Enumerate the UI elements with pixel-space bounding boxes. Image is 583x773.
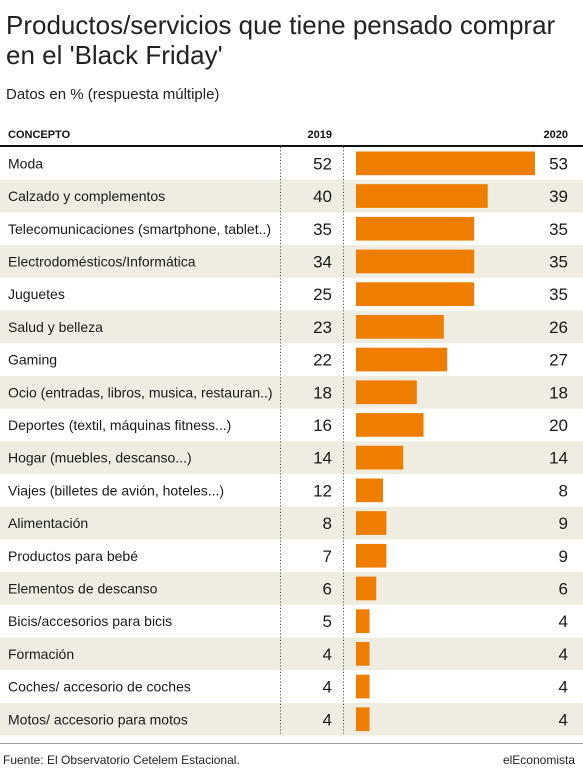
chart-subtitle: Datos en % (respuesta múltiple) [6,86,220,103]
value-2019: 7 [323,547,332,566]
value-2020: 53 [549,154,568,173]
header-rule [0,145,583,147]
value-2020: 9 [559,547,568,566]
value-2020: 35 [549,285,568,304]
value-2020: 14 [549,449,568,468]
category-label: Deportes (textil, máquinas fitness...) [8,417,231,433]
row-stripe [0,702,583,736]
value-2020: 35 [549,252,568,271]
value-2019: 4 [323,710,332,729]
bar-2020 [356,151,535,176]
category-label: Coches/ accesorio de coches [8,679,191,695]
row-stripe [0,375,583,409]
category-label: Elementos de descanso [8,580,158,596]
value-2019: 4 [323,678,332,697]
value-2019: 34 [313,252,332,271]
category-label: Formación [8,646,74,662]
value-2020: 26 [549,318,568,337]
header-2020: 2020 [543,129,568,141]
category-label: Calzado y complementos [8,188,165,204]
value-2020: 8 [559,481,568,500]
value-2020: 4 [559,645,568,664]
category-label: Moda [8,155,43,171]
value-2019: 22 [313,351,332,370]
row-stripe [0,506,583,540]
chart-title: Productos/servicios que tiene pensado co… [6,10,556,70]
value-2019: 12 [313,481,332,500]
bar-2020 [356,347,448,372]
bar-2020 [356,282,475,306]
value-2019: 5 [323,612,332,631]
bar-2020 [356,707,370,732]
bar-2020 [356,216,475,241]
value-2020: 35 [549,220,568,239]
category-label: Ocio (entradas, libros, musica, restaura… [8,384,273,400]
bar-2020 [356,478,384,503]
value-2020: 27 [549,351,568,370]
header-2019: 2019 [307,129,332,141]
bar-2020 [356,413,424,437]
value-2020: 18 [549,383,568,402]
value-2019: 52 [313,154,332,173]
row-stripe [0,441,583,474]
value-2019: 18 [313,383,332,402]
category-label: Juguetes [8,286,65,302]
value-2019: 6 [323,579,332,598]
category-label: Salud y belleza [8,319,103,335]
category-label: Productos para bebé [8,548,138,564]
value-2020: 9 [559,514,568,533]
value-2019: 16 [313,416,332,435]
bar-2020 [356,642,370,666]
value-2019: 25 [313,285,332,304]
bar-2020 [356,249,475,274]
category-label: Bicis/accesorios para bicis [8,613,172,629]
bar-2020 [356,184,488,208]
category-label: Gaming [8,352,57,368]
value-2020: 4 [559,710,568,729]
header-concept: CONCEPTO [8,129,71,141]
bar-2020 [356,609,370,633]
source-note: Fuente: El Observatorio Cetelem Estacion… [3,753,240,767]
bar-2020 [356,674,370,699]
row-stripe [0,310,583,344]
bar-2020 [356,445,404,470]
value-2019: 8 [323,514,332,533]
category-label: Hogar (muebles, descanso...) [8,450,192,466]
brand-logo-text: elEconomista [502,753,575,767]
value-2020: 39 [549,187,568,206]
category-label: Motos/ accesorio para motos [8,711,188,727]
category-label: Electrodomésticos/Informática [8,253,196,269]
value-2019: 35 [313,220,332,239]
bar-2020 [356,511,387,535]
bar-2020 [356,576,377,601]
category-label: Alimentación [8,515,88,531]
value-2019: 23 [313,318,332,337]
bar-2020 [356,543,387,568]
category-label: Telecomunicaciones (smartphone, tablet..… [8,221,271,237]
row-stripe [0,245,583,278]
category-label: Viajes (billetes de avión, hoteles...) [8,482,224,498]
footer-rule [0,743,583,744]
value-2019: 40 [313,187,332,206]
bar-2020 [356,380,417,405]
value-2019: 14 [313,449,332,468]
value-2020: 6 [559,579,568,598]
value-2019: 4 [323,645,332,664]
row-stripe [0,572,583,605]
value-2020: 20 [549,416,568,435]
bar-2020 [356,315,444,339]
value-2020: 4 [559,678,568,697]
row-stripe [0,637,583,671]
value-2020: 4 [559,612,568,631]
